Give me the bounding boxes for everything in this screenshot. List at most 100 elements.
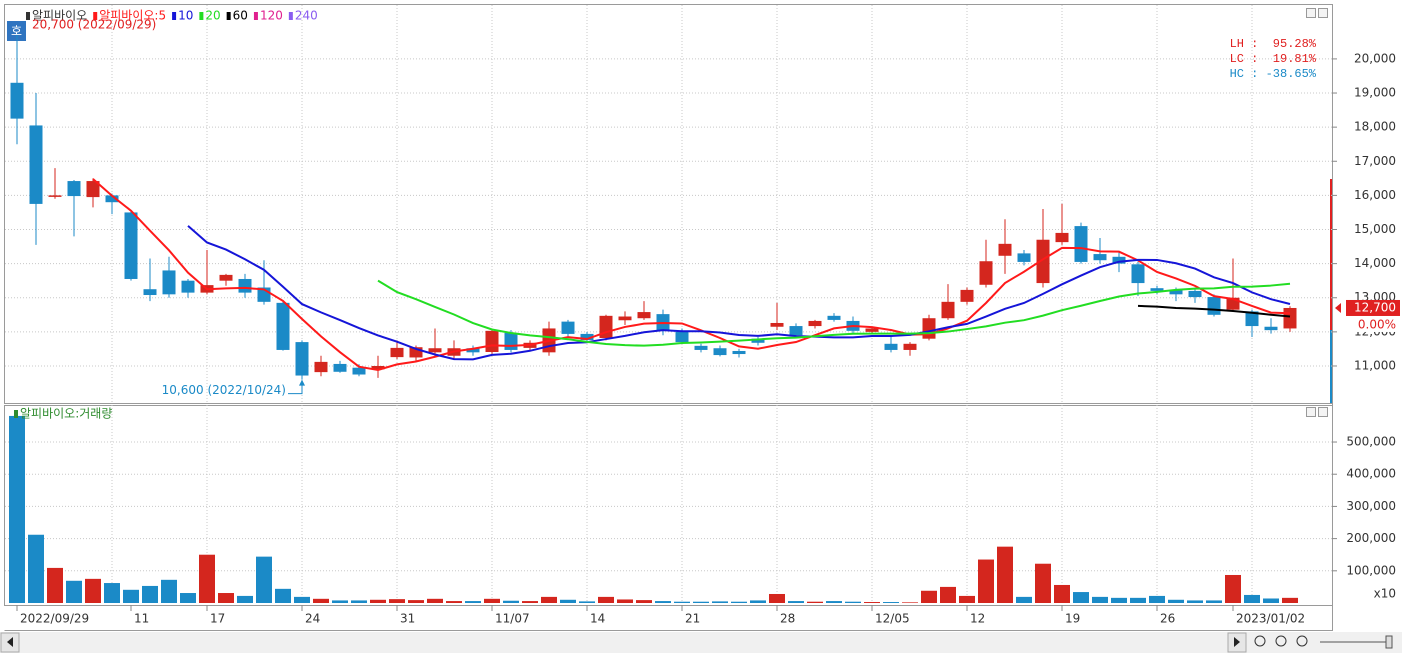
- volume-bar: [256, 556, 272, 603]
- legend-label: 10: [178, 9, 193, 23]
- x-tick-label: 19: [1065, 612, 1080, 626]
- volume-bar: [902, 602, 918, 603]
- zoom-out[interactable]: [1254, 635, 1266, 647]
- volume-bar: [636, 600, 652, 603]
- candle-body: [1017, 253, 1031, 262]
- legend-marker: [199, 12, 204, 20]
- candle-body: [1207, 297, 1221, 315]
- candle-body: [732, 350, 746, 355]
- price-pointer: [1335, 302, 1341, 313]
- scrollbar[interactable]: [0, 632, 1402, 653]
- x-tick-label: 2023/01/02: [1236, 612, 1305, 626]
- volume-bar: [85, 578, 101, 603]
- candle-body: [618, 316, 632, 321]
- candle-body: [713, 348, 727, 356]
- volume-bar: [465, 601, 481, 603]
- low-arrow: [288, 382, 303, 395]
- volume-bar: [750, 600, 766, 603]
- volume-bar: [826, 601, 842, 603]
- candle-body: [1283, 307, 1297, 329]
- candle-body: [143, 289, 157, 296]
- scroll-right-arrow: [1234, 637, 1240, 647]
- candle-body: [998, 243, 1012, 256]
- volume-bar: [522, 601, 538, 603]
- volume-bar: [940, 586, 956, 603]
- candle-body: [675, 331, 689, 343]
- volume-bar: [104, 583, 120, 603]
- volume-bar: [788, 601, 804, 603]
- y-tick-label: 16,000: [1354, 188, 1396, 202]
- zoom-in[interactable]: [1275, 635, 1287, 647]
- volume-bar: [1092, 596, 1108, 603]
- candle-body: [561, 321, 575, 334]
- low-arrow-head: [299, 379, 305, 386]
- minimize-button[interactable]: [1306, 8, 1316, 18]
- close-button[interactable]: [1318, 8, 1328, 18]
- candle-body: [1226, 297, 1240, 310]
- volume-bar: [47, 567, 63, 603]
- candle-body: [219, 274, 233, 281]
- volume-bar: [769, 593, 785, 603]
- zoom-thumb[interactable]: [1385, 635, 1393, 649]
- zoom-reset[interactable]: [1296, 635, 1308, 647]
- y-tick-label: 200,000: [1346, 531, 1396, 545]
- candle-body: [1093, 254, 1107, 261]
- candle-body: [922, 318, 936, 339]
- volume-bar: [921, 590, 937, 603]
- side-button-label[interactable]: 호: [11, 24, 22, 38]
- candle-body: [580, 333, 594, 341]
- y-tick-label: 20,000: [1354, 51, 1396, 65]
- x-tick-label: 12: [970, 612, 985, 626]
- side-button[interactable]: [7, 21, 26, 41]
- price-tag-label: 12,700: [1354, 300, 1396, 314]
- candle-body: [1131, 264, 1145, 284]
- panel-buttons[interactable]: [1306, 8, 1328, 417]
- candle-body: [124, 212, 138, 279]
- volume-bar: [427, 598, 443, 603]
- candle-body: [67, 181, 81, 197]
- candle-body: [48, 195, 62, 197]
- volume-bar: [28, 534, 44, 603]
- volume-bar: [180, 593, 196, 603]
- y-tick-label: 14,000: [1354, 256, 1396, 270]
- legend-marker: [14, 410, 18, 418]
- candle-body: [827, 315, 841, 320]
- candle-body: [1112, 256, 1126, 264]
- volume-bar: [9, 415, 25, 603]
- scrollbar-track[interactable]: [0, 632, 1402, 653]
- volume-bar: [161, 579, 177, 603]
- y-tick-label: 18,000: [1354, 120, 1396, 134]
- volume-bar: [959, 595, 975, 603]
- candle-body: [504, 332, 518, 350]
- close-button[interactable]: [1318, 407, 1328, 417]
- volume-bar: [655, 601, 671, 603]
- legend-label: 20: [205, 9, 220, 23]
- volume-bar: [408, 600, 424, 603]
- legend-marker: [26, 12, 30, 20]
- volume-bar: [313, 598, 329, 603]
- ma-line: [377, 279, 1291, 347]
- volume-bar: [1149, 595, 1165, 603]
- volume-bar: [484, 598, 500, 603]
- legend-marker: [172, 12, 177, 20]
- volume-bar: [1054, 584, 1070, 603]
- volume-bar: [237, 595, 253, 603]
- volume-bar: [617, 599, 633, 603]
- volume-bar: [66, 580, 82, 603]
- unit-label: x10: [1374, 587, 1396, 601]
- candle-body: [1264, 326, 1278, 331]
- volume-bar: [845, 601, 861, 603]
- volume-bar: [1244, 594, 1260, 603]
- candle-body: [941, 301, 955, 319]
- volume-bar: [351, 600, 367, 603]
- minimize-button[interactable]: [1306, 407, 1316, 417]
- volume-bar: [541, 596, 557, 603]
- candle-body: [751, 338, 765, 343]
- candle-body: [1055, 232, 1069, 243]
- volume-bar: [693, 601, 709, 603]
- candle-body: [29, 125, 43, 204]
- volume-bar: [674, 601, 690, 603]
- volume-bar: [123, 589, 139, 603]
- candle-body: [333, 363, 347, 372]
